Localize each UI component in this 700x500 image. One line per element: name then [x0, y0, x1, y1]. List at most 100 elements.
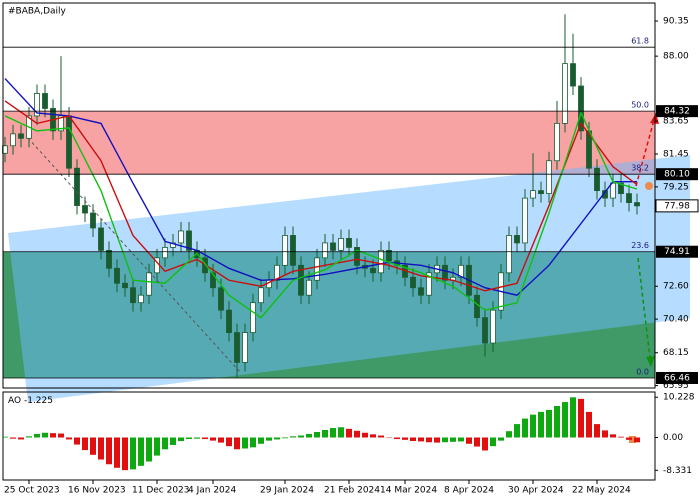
candle-body: [554, 122, 560, 162]
candle-body: [186, 230, 192, 251]
candle-body: [578, 85, 584, 132]
price-box: [656, 371, 698, 384]
ao-bar: [530, 414, 536, 438]
ao-bar: [546, 409, 552, 438]
down-arrow: [637, 257, 651, 359]
ao-bar: [18, 437, 24, 440]
x-tick-label: 8 Apr 2024: [444, 486, 494, 496]
ao-tick-label: 10.228: [663, 393, 695, 403]
ao-bar: [290, 436, 296, 438]
ao-bar: [402, 437, 408, 440]
ao-bar: [218, 437, 224, 443]
ao-bar: [90, 437, 96, 455]
moving-average: [4, 111, 638, 319]
candle-body: [98, 227, 104, 251]
fib-ratio: 50.0: [631, 101, 649, 110]
x-tick-label: 14 Mar 2024: [380, 486, 437, 496]
ao-bar: [466, 437, 472, 444]
ao-bar: [58, 433, 64, 438]
candle-body: [74, 167, 80, 206]
ao-bar: [178, 437, 184, 442]
plot: [2, 14, 640, 378]
candle-body: [530, 190, 536, 199]
ao-bar: [426, 437, 432, 443]
ao-bar: [338, 427, 344, 438]
candle-body: [82, 205, 88, 214]
y-tick-label: 70.40: [663, 315, 689, 325]
candle-body: [570, 63, 576, 87]
ao-bar: [306, 433, 312, 438]
y-tick-label: 81.45: [663, 150, 689, 160]
ao-bar: [378, 435, 384, 438]
price-box-label: 74.91: [664, 247, 690, 257]
candle-body: [410, 276, 416, 289]
ao-bar: [274, 437, 280, 440]
candle-body: [58, 115, 64, 132]
trend-line: [27, 137, 241, 373]
candle-body: [162, 246, 168, 259]
candle-body: [330, 242, 336, 251]
candle-body: [610, 182, 616, 199]
ao-bar: [234, 437, 240, 450]
ao-bar: [418, 437, 424, 442]
candle-body: [282, 235, 288, 266]
ao-bar: [266, 437, 272, 441]
candle-body: [506, 235, 512, 274]
ao-bar: [194, 437, 200, 439]
current-price-label: 77.98: [664, 201, 690, 211]
candle-body: [626, 193, 632, 203]
x-tick-label: 30 Apr 2024: [508, 486, 564, 496]
candle-body: [538, 190, 544, 195]
candle-body: [170, 242, 176, 248]
candle-body: [66, 115, 72, 169]
candle-body: [634, 202, 640, 207]
ao-bar: [42, 432, 48, 438]
ao-bar: [474, 437, 480, 447]
ao-bar: [482, 437, 488, 451]
candle-body: [346, 238, 352, 248]
chart-title: #BABA,Daily: [8, 7, 67, 17]
fib-ratio: 23.6: [631, 241, 649, 250]
candle-body: [562, 63, 568, 124]
candle-body: [226, 309, 232, 333]
down-arrow-head: [646, 356, 655, 367]
fib-ratio: 38.2: [631, 164, 649, 173]
candle-body: [218, 287, 224, 311]
candle-body: [522, 197, 528, 244]
ao-bar: [634, 437, 640, 443]
ao-value: -1.225: [24, 396, 53, 406]
ao-bar: [210, 437, 216, 441]
x-tick-label: 11 Dec 2023: [132, 486, 190, 496]
candle-body: [514, 235, 520, 244]
candle-body: [386, 249, 392, 262]
ao-bar: [162, 437, 168, 450]
ao-bar: [186, 437, 192, 440]
marker: [629, 436, 636, 443]
candle-body: [234, 332, 240, 363]
ao-bar: [242, 437, 248, 449]
ao-bar: [442, 437, 448, 443]
candle-body: [314, 257, 320, 281]
ao-bar: [586, 411, 592, 438]
price-box: [656, 245, 698, 258]
candle-body: [250, 302, 256, 333]
price-box: [656, 105, 698, 118]
ao-bar: [570, 397, 576, 438]
ao-bar: [394, 437, 400, 440]
candle-body: [114, 267, 120, 284]
candle-body: [306, 279, 312, 296]
x-tick-label: 21 Feb 2024: [324, 486, 380, 496]
ao-bar: [578, 398, 584, 438]
ao-tick-label: -8.331: [663, 466, 692, 476]
ao-bar: [114, 437, 120, 468]
current-price-box: [655, 199, 699, 213]
ao-bar: [506, 431, 512, 438]
candle-body: [322, 242, 328, 259]
ao-bar: [554, 405, 560, 438]
ao-bar: [82, 437, 88, 451]
ao-bar: [522, 418, 528, 438]
candle-body: [338, 238, 344, 251]
ao-bar: [626, 437, 632, 440]
ao-bar: [138, 437, 144, 466]
